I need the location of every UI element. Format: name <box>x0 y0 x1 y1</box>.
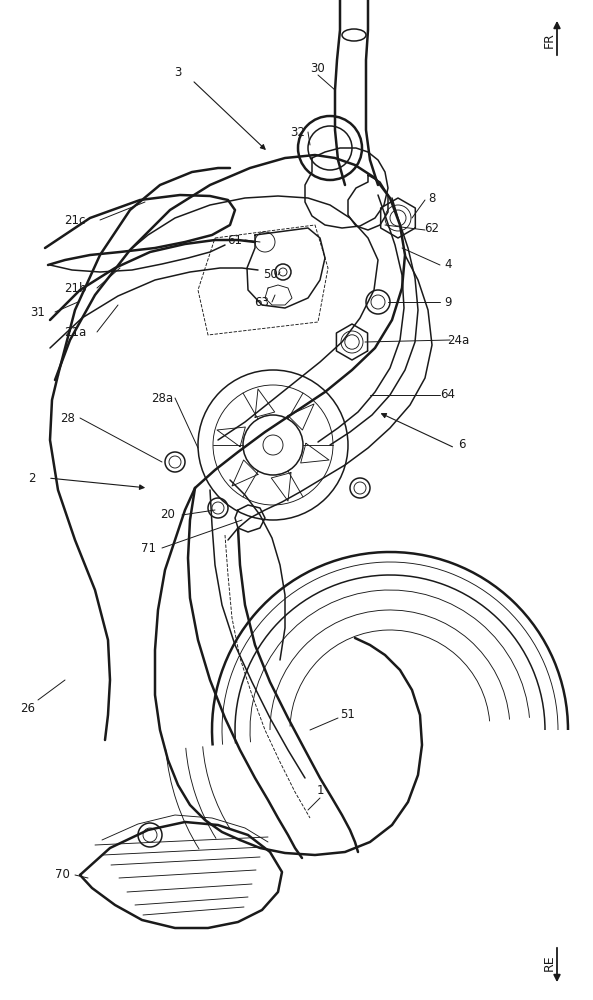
Text: 4: 4 <box>444 258 452 271</box>
Text: RE: RE <box>543 955 556 971</box>
Text: 21c: 21c <box>64 214 85 227</box>
Text: FR: FR <box>543 32 556 48</box>
Text: 63: 63 <box>254 296 269 308</box>
Text: 61: 61 <box>228 233 243 246</box>
Text: 26: 26 <box>21 702 36 714</box>
Text: 30: 30 <box>311 62 326 75</box>
Text: 28: 28 <box>60 412 75 424</box>
Text: 62: 62 <box>425 222 439 234</box>
Text: 31: 31 <box>31 306 46 318</box>
Text: 21a: 21a <box>64 326 86 338</box>
Text: 2: 2 <box>28 472 36 485</box>
Text: 24a: 24a <box>447 334 469 347</box>
Text: 50: 50 <box>263 268 278 282</box>
Text: 32: 32 <box>291 125 305 138</box>
Text: 70: 70 <box>55 868 69 882</box>
Text: 64: 64 <box>441 388 455 401</box>
Text: 71: 71 <box>141 542 155 554</box>
Text: 9: 9 <box>444 296 452 308</box>
Text: 28a: 28a <box>151 391 173 404</box>
Text: 8: 8 <box>428 192 436 205</box>
Text: 21b: 21b <box>64 282 86 294</box>
Text: 20: 20 <box>161 508 176 522</box>
Text: 3: 3 <box>174 66 181 79</box>
Text: 1: 1 <box>316 784 324 796</box>
Text: 51: 51 <box>340 708 355 722</box>
Text: 6: 6 <box>458 438 466 452</box>
